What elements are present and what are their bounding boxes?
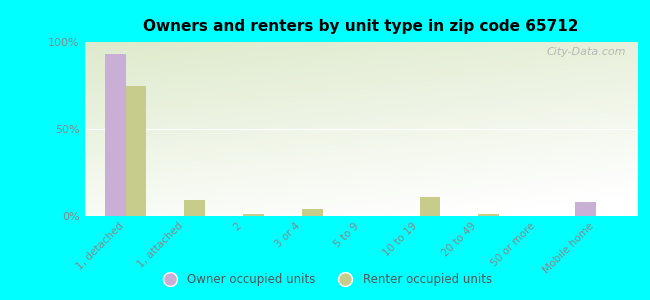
Bar (575, 202, 596, 216)
Title: Owners and renters by unit type in zip code 65712: Owners and renters by unit type in zip c… (143, 19, 578, 34)
Bar (105, 54, 125, 216)
Legend: Owner occupied units, Renter occupied units: Owner occupied units, Renter occupied un… (153, 269, 497, 291)
Bar (419, 197, 440, 216)
Bar (185, 200, 205, 216)
Text: City-Data.com: City-Data.com (547, 47, 626, 57)
Bar (243, 214, 264, 216)
Bar (125, 85, 146, 216)
Bar (302, 209, 322, 216)
Bar (478, 214, 499, 216)
